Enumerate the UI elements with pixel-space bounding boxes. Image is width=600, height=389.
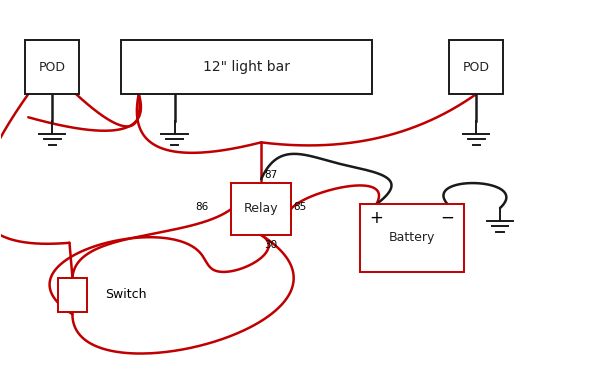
Text: +: + xyxy=(370,209,383,227)
Bar xyxy=(360,204,464,272)
Text: 30: 30 xyxy=(264,240,277,250)
Text: Switch: Switch xyxy=(105,288,146,301)
Bar xyxy=(232,183,291,235)
Text: 86: 86 xyxy=(196,202,209,212)
Text: 12" light bar: 12" light bar xyxy=(203,60,290,74)
Text: −: − xyxy=(440,209,454,227)
Bar xyxy=(58,277,87,312)
Text: POD: POD xyxy=(463,61,490,74)
Bar xyxy=(121,40,371,94)
Bar xyxy=(449,40,503,94)
Text: Relay: Relay xyxy=(244,203,278,216)
Text: Battery: Battery xyxy=(389,231,435,244)
Text: 85: 85 xyxy=(293,202,307,212)
Text: 87: 87 xyxy=(264,170,277,180)
Bar xyxy=(25,40,79,94)
Text: POD: POD xyxy=(38,61,65,74)
